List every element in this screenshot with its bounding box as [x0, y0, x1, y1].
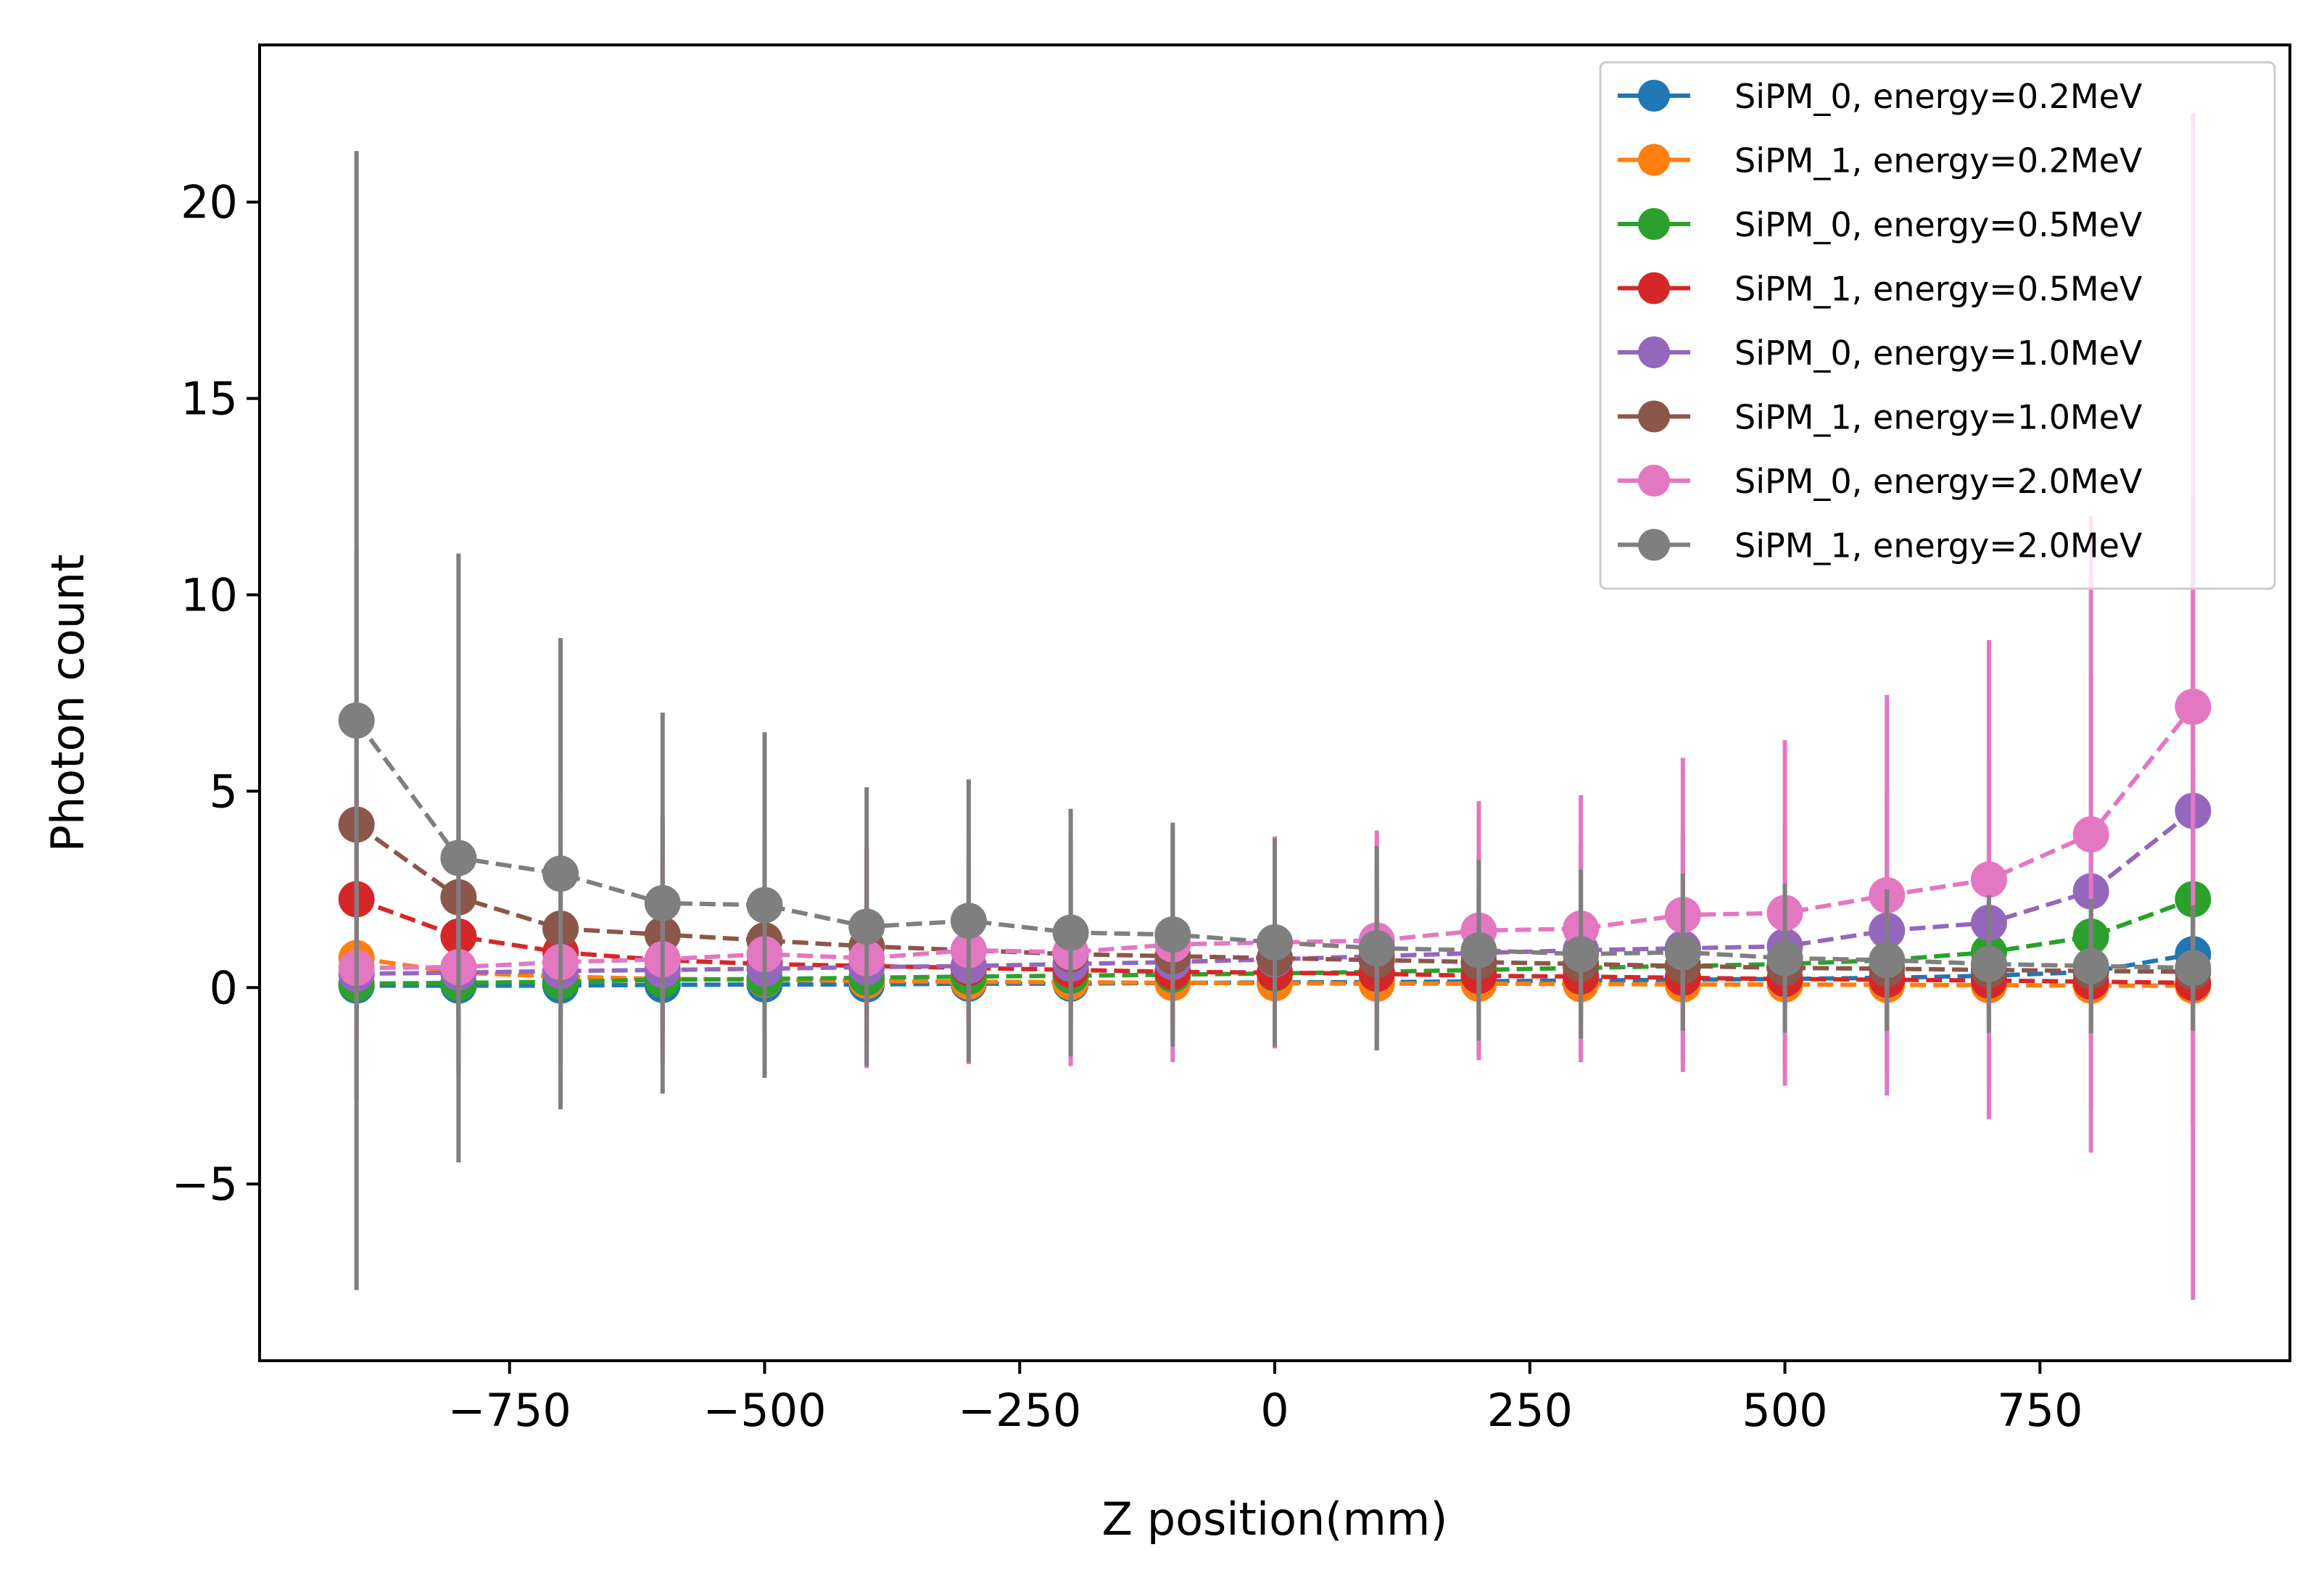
- plot-area: [338, 113, 2212, 1301]
- data-point: [746, 887, 783, 924]
- x-tick-label: −750: [448, 1384, 571, 1437]
- data-point: [2175, 950, 2212, 987]
- y-axis-ticks: −5 0 5 10 15 20: [172, 176, 260, 1211]
- legend-label: SiPM_1, energy=1.0MeV: [1734, 398, 2143, 437]
- y-tick-label: 15: [181, 373, 238, 426]
- data-point: [1358, 930, 1395, 967]
- legend-label: SiPM_0, energy=0.5MeV: [1734, 205, 2143, 244]
- data-point: [440, 839, 477, 876]
- legend-label: SiPM_1, energy=0.2MeV: [1734, 141, 2143, 181]
- data-point: [1052, 914, 1089, 951]
- legend: SiPM_0, energy=0.2MeV SiPM_1, energy=0.2M…: [1599, 61, 2276, 590]
- data-point: [542, 855, 579, 892]
- series-7: [338, 151, 2212, 1290]
- x-tick-label: 750: [1997, 1384, 2083, 1437]
- data-point: [1563, 936, 1600, 973]
- y-tick-label: 20: [181, 176, 238, 229]
- x-tick-label: −250: [958, 1384, 1081, 1437]
- data-point: [1766, 940, 1803, 976]
- legend-label: SiPM_1, energy=0.5MeV: [1734, 270, 2143, 309]
- data-point: [1869, 942, 1906, 979]
- legend-label: SiPM_0, energy=0.2MeV: [1734, 77, 2143, 116]
- data-point: [644, 884, 681, 921]
- legend-label: SiPM_0, energy=1.0MeV: [1734, 333, 2143, 373]
- data-point: [2072, 948, 2109, 984]
- x-tick-label: 250: [1487, 1384, 1573, 1437]
- data-point: [2072, 816, 2109, 853]
- data-point: [1460, 932, 1497, 969]
- data-point: [1257, 924, 1293, 961]
- data-point: [848, 908, 885, 945]
- x-tick-label: −500: [703, 1384, 826, 1437]
- legend-marker: [1638, 144, 1670, 176]
- data-point: [2175, 688, 2212, 725]
- legend-marker: [1638, 336, 1670, 368]
- x-tick-label: 0: [1260, 1384, 1289, 1437]
- legend-marker: [1638, 528, 1670, 561]
- data-point: [338, 702, 375, 739]
- x-tick-label: 500: [1742, 1384, 1827, 1437]
- y-tick-label: 10: [181, 569, 238, 622]
- y-axis-label: Photon count: [41, 555, 94, 853]
- data-point: [1970, 945, 2007, 982]
- y-tick-label: −5: [172, 1158, 238, 1211]
- data-point: [1154, 916, 1191, 953]
- data-point: [1664, 934, 1701, 971]
- legend-frame: [1599, 61, 2276, 590]
- legend-marker: [1638, 400, 1670, 433]
- legend-marker: [1638, 272, 1670, 304]
- y-tick-label: 5: [210, 765, 238, 818]
- x-axis-label: Z position(mm): [1102, 1493, 1448, 1546]
- data-point: [950, 903, 987, 940]
- data-point: [1970, 861, 2007, 898]
- legend-marker: [1638, 465, 1670, 497]
- legend-label: SiPM_1, energy=2.0MeV: [1734, 526, 2143, 565]
- legend-marker: [1638, 80, 1670, 112]
- legend-marker: [1638, 208, 1670, 240]
- x-axis-ticks: −750 −500 −250 0 250 500 750: [448, 1361, 2083, 1437]
- legend-label: SiPM_0, energy=2.0MeV: [1734, 462, 2143, 501]
- y-tick-label: 0: [210, 961, 238, 1014]
